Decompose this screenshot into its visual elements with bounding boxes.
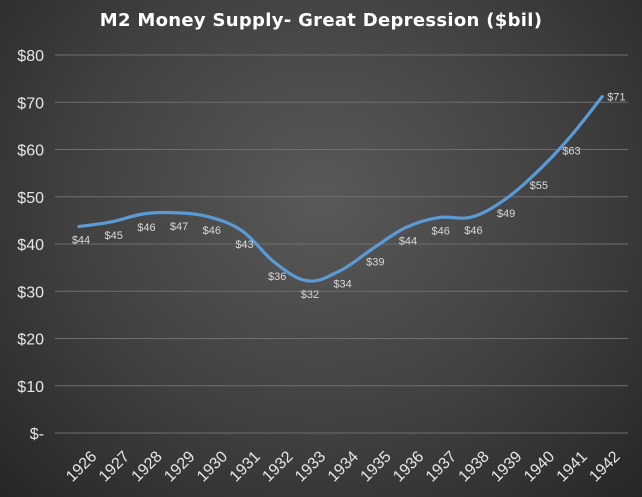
series-line-m2 <box>77 94 604 283</box>
x-tick-label: 1942 <box>586 448 623 485</box>
data-label: $32 <box>301 289 319 301</box>
x-tick-label: 1939 <box>488 448 525 485</box>
data-label: $45 <box>105 230 123 242</box>
x-tick-label: 1937 <box>423 448 460 485</box>
x-tick-label: 1927 <box>96 448 133 485</box>
x-tick-label: 1936 <box>390 448 427 485</box>
data-label: $71 <box>607 92 625 104</box>
y-tick-label: $40 <box>17 237 44 254</box>
data-label: $46 <box>137 222 155 234</box>
data-label: $49 <box>497 208 515 220</box>
data-label: $34 <box>333 278 351 290</box>
data-label: $43 <box>235 239 253 251</box>
y-tick-label: $30 <box>17 284 44 301</box>
data-label: $44 <box>399 235 417 247</box>
data-label: $36 <box>268 271 286 283</box>
x-tick-label: 1932 <box>259 448 296 485</box>
data-label: $63 <box>562 146 580 158</box>
y-tick-label: $50 <box>17 190 44 207</box>
x-tick-label: 1928 <box>129 448 166 485</box>
data-labels: $44 $45 $46 $47 $46 $43 $36 $32 $34 $39 $44 $46 $46 $… <box>72 92 626 301</box>
series-line <box>77 94 604 283</box>
data-label: $55 <box>530 180 548 192</box>
data-label: $47 <box>170 221 188 233</box>
y-tick-label: $60 <box>17 143 44 160</box>
x-tick-label: 1931 <box>227 448 264 485</box>
x-tick-label: 1940 <box>521 448 558 485</box>
data-label: $44 <box>72 235 90 247</box>
x-tick-label: 1941 <box>554 448 591 485</box>
x-tick-label: 1938 <box>456 448 493 485</box>
y-axis-ticks: $- $10 $20 $30 $40 $50 $60 $70 $80 <box>17 48 44 443</box>
y-tick-label: $10 <box>17 379 44 396</box>
data-label: $46 <box>203 225 221 237</box>
data-label: $46 <box>464 225 482 237</box>
data-label: $39 <box>366 256 384 268</box>
chart-title: M2 Money Supply- Great Depression ($bil) <box>99 10 543 31</box>
x-tick-label: 1930 <box>194 448 231 485</box>
y-tick-label: $70 <box>17 95 44 112</box>
x-tick-label: 1934 <box>325 448 362 485</box>
x-tick-label: 1935 <box>358 448 395 485</box>
y-tick-label: $80 <box>17 48 44 65</box>
x-tick-label: 1926 <box>63 448 100 485</box>
x-tick-label: 1929 <box>161 448 198 485</box>
y-tick-label: $- <box>30 426 44 443</box>
x-axis-ticks: 1926192719281929193019311932193319341935… <box>63 448 623 485</box>
x-tick-label: 1933 <box>292 448 329 485</box>
y-tick-label: $20 <box>17 332 44 349</box>
data-label: $46 <box>432 226 450 238</box>
gridlines <box>55 54 628 434</box>
